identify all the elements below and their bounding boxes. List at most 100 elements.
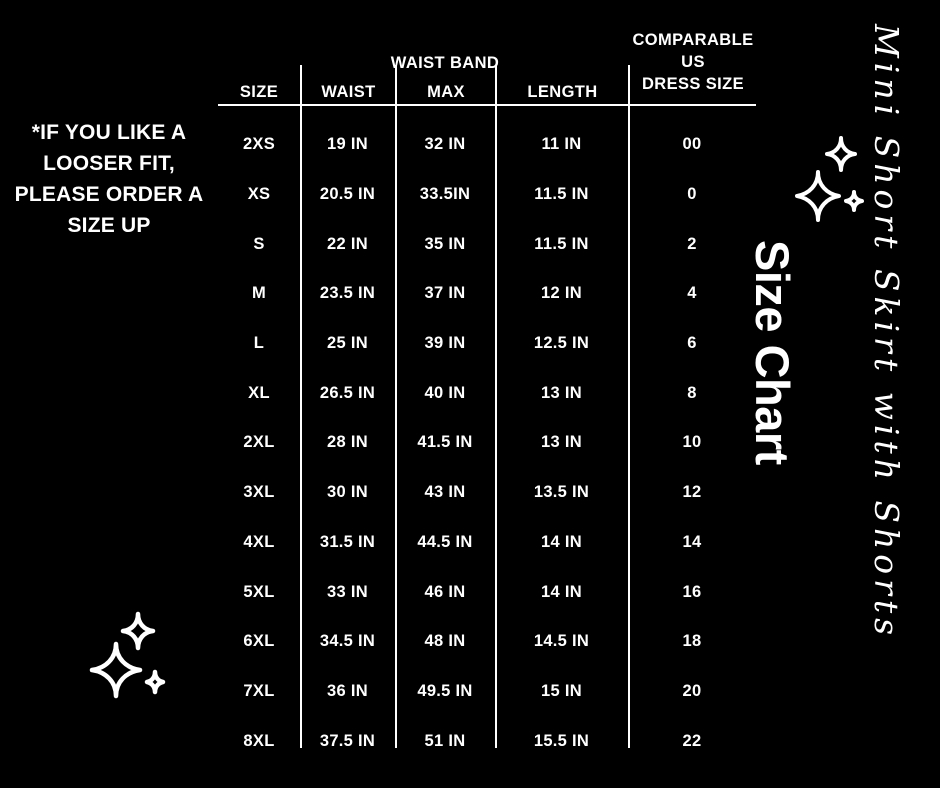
cell-waist: 36 IN	[327, 681, 368, 700]
cell-size: 3XL	[243, 483, 275, 502]
cell-max: 49.5 IN	[417, 681, 473, 700]
page-title: Size Chart	[746, 240, 799, 465]
cell-waist: 20.5 IN	[319, 185, 376, 204]
cell-length: 14 IN	[541, 532, 582, 551]
fit-note: *IF YOU LIKE A LOOSER FIT, PLEASE ORDER …	[14, 121, 204, 237]
cell-size: XS	[247, 185, 271, 204]
table-row: 8XL 37.5 IN 51 IN 15.5 IN 22	[218, 716, 756, 766]
cell-us-dress-size: 8	[687, 383, 697, 402]
cell-size: L	[253, 334, 265, 353]
table-row: 7XL 36 IN 49.5 IN 15 IN 20	[218, 667, 756, 717]
cell-max: 33.5IN	[419, 185, 471, 204]
sparkle-icon	[78, 602, 188, 717]
column-header-size: SIZE	[239, 83, 279, 101]
table-body: 2XS 19 IN 32 IN 11 IN 00 XS 20.5 IN 33.5IN 11.5 …	[218, 120, 756, 766]
cell-length: 13.5 IN	[533, 483, 590, 502]
cell-size: S	[253, 234, 265, 253]
cell-length: 11.5 IN	[534, 234, 589, 253]
cell-waist: 31.5 IN	[319, 532, 376, 551]
cell-length: 12.5 IN	[533, 334, 590, 353]
cell-waist: 33 IN	[327, 582, 368, 601]
cell-size: 6XL	[243, 632, 275, 651]
cell-length: 11.5 IN	[534, 185, 589, 204]
cell-us-dress-size: 12	[682, 483, 702, 502]
cell-us-dress-size: 22	[682, 731, 702, 750]
table-row: XL 26.5 IN 40 IN 13 IN 8	[218, 368, 756, 418]
cell-size: 2XS	[242, 135, 276, 154]
cell-max: 40 IN	[424, 383, 466, 402]
cell-waist: 23.5 IN	[319, 284, 376, 303]
cell-waist: 19 IN	[327, 135, 368, 154]
column-header-us-line3: DRESS SIZE	[641, 74, 745, 93]
cell-us-dress-size: 14	[682, 532, 702, 551]
cell-max: 48 IN	[424, 632, 466, 651]
column-divider-1	[300, 65, 302, 748]
cell-max: 44.5 IN	[417, 532, 473, 551]
size-chart-table: SIZE WAIST WAIST BAND MAX LENGTH COMPARA…	[218, 10, 756, 755]
table-row: 3XL 30 IN 43 IN 13.5 IN 12	[218, 468, 756, 518]
cell-size: 2XL	[243, 433, 275, 452]
cell-waist: 28 IN	[327, 433, 368, 452]
cell-us-dress-size: 16	[682, 582, 702, 601]
cell-max: 46 IN	[424, 582, 466, 601]
table-row: 4XL 31.5 IN 44.5 IN 14 IN 14	[218, 518, 756, 568]
cell-length: 15 IN	[541, 681, 582, 700]
cell-size: 4XL	[243, 532, 275, 551]
cell-max: 32 IN	[424, 135, 466, 154]
cell-length: 13 IN	[541, 433, 582, 452]
cell-us-dress-size: 0	[687, 185, 697, 204]
column-divider-2	[395, 65, 397, 748]
cell-us-dress-size: 4	[687, 284, 697, 303]
cell-waist: 37.5 IN	[319, 731, 376, 750]
cell-size: XL	[248, 383, 270, 402]
cell-length: 15.5 IN	[533, 731, 590, 750]
column-divider-3	[495, 65, 497, 748]
table-row: L 25 IN 39 IN 12.5 IN 6	[218, 319, 756, 369]
column-header-max: MAX	[427, 83, 465, 101]
cell-max: 39 IN	[424, 334, 466, 353]
cell-us-dress-size: 00	[682, 135, 702, 154]
table-row: M 23.5 IN 37 IN 12 IN 4	[218, 269, 756, 319]
cell-length: 11 IN	[541, 135, 582, 154]
cell-size: 8XL	[243, 731, 275, 750]
column-header-length: LENGTH	[527, 83, 598, 101]
cell-waist: 22 IN	[327, 234, 368, 253]
cell-length: 14 IN	[541, 582, 582, 601]
product-name-script: Mini Short Skirt with Shorts	[867, 24, 906, 641]
cell-waist: 25 IN	[327, 334, 368, 353]
table-row: 6XL 34.5 IN 48 IN 14.5 IN 18	[218, 617, 756, 667]
cell-size: M	[251, 284, 267, 303]
cell-length: 14.5 IN	[533, 632, 590, 651]
column-header-us-line2: US	[681, 52, 705, 71]
column-header-us-line1: COMPARABLE	[632, 31, 754, 49]
header-divider-rule	[218, 104, 756, 106]
sparkle-icon	[784, 128, 884, 233]
column-header-waist: WAIST	[321, 83, 376, 101]
table-row: 5XL 33 IN 46 IN 14 IN 16	[218, 567, 756, 617]
cell-us-dress-size: 10	[682, 433, 702, 452]
cell-length: 13 IN	[541, 383, 582, 402]
cell-length: 12 IN	[541, 284, 582, 303]
cell-size: 7XL	[243, 681, 275, 700]
cell-size: 5XL	[243, 582, 275, 601]
table-row: 2XL 28 IN 41.5 IN 13 IN 10	[218, 418, 756, 468]
cell-max: 51 IN	[424, 731, 466, 750]
table-row: 2XS 19 IN 32 IN 11 IN 00	[218, 120, 756, 170]
cell-max: 41.5 IN	[417, 433, 473, 452]
cell-waist: 34.5 IN	[319, 632, 376, 651]
cell-max: 43 IN	[424, 483, 466, 502]
cell-us-dress-size: 18	[682, 632, 702, 651]
table-row: XS 20.5 IN 33.5IN 11.5 IN 0	[218, 170, 756, 220]
column-group-header-waist-band: WAIST BAND	[390, 54, 500, 72]
cell-max: 37 IN	[424, 284, 466, 303]
table-row: S 22 IN 35 IN 11.5 IN 2	[218, 219, 756, 269]
cell-us-dress-size: 6	[687, 334, 697, 353]
cell-waist: 26.5 IN	[319, 383, 376, 402]
cell-us-dress-size: 2	[687, 234, 697, 253]
column-divider-4	[628, 65, 630, 748]
cell-waist: 30 IN	[327, 483, 368, 502]
cell-us-dress-size: 20	[682, 681, 702, 700]
cell-max: 35 IN	[424, 234, 466, 253]
column-header-us-dress-size: COMPARABLE US DRESS SIZE	[630, 30, 756, 95]
